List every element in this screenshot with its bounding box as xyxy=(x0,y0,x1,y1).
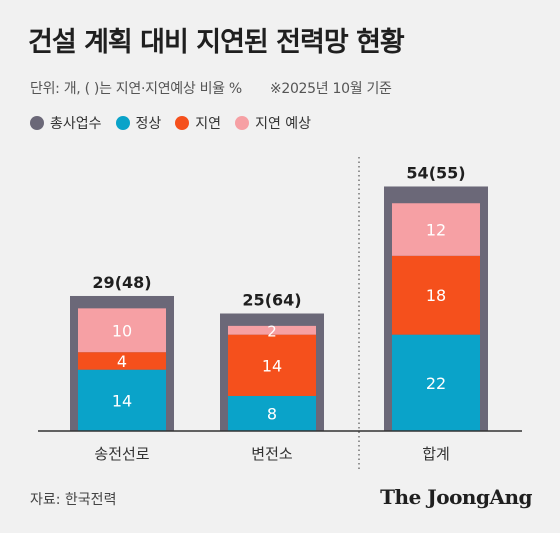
legend-item-total: 총사업수 xyxy=(30,113,102,133)
reference-date-note: ※2025년 10월 기준 xyxy=(269,81,392,97)
legend-label-expected-delay: 지연 예상 xyxy=(255,116,312,132)
unit-note: 단위: 개, ( )는 지연·지연예상 비율 % xyxy=(30,81,242,97)
data-label-delay-2: 18 xyxy=(426,286,446,305)
category-label-0: 송전선로 xyxy=(94,445,149,463)
bar-segment-normal-1 xyxy=(228,395,316,431)
bar-segment-expected_delay-1 xyxy=(228,325,316,335)
legend-item-normal: 정상 xyxy=(115,113,162,133)
legend-swatch-normal xyxy=(115,116,130,130)
legend-label-normal: 정상 xyxy=(135,116,162,132)
total-label-1: 25(64) xyxy=(242,291,301,310)
brand-logo: The JoongAng xyxy=(380,485,532,509)
legend-swatch-delay xyxy=(175,116,190,130)
legend: 총사업수 정상 지연 지연 예상 xyxy=(30,113,325,133)
data-label-delay-1: 14 xyxy=(262,356,282,375)
bar-segment-delay-1 xyxy=(228,334,316,396)
chart-title: 건설 계획 대비 지연된 전력망 현황 xyxy=(28,27,405,58)
data-label-expected_delay-0: 10 xyxy=(112,321,132,340)
legend-item-expected-delay: 지연 예상 xyxy=(235,113,311,133)
bar-segment-normal-0 xyxy=(78,369,166,431)
source-note: 자료: 한국전력 xyxy=(30,492,117,508)
bar-segment-expected_delay-0 xyxy=(78,308,166,353)
bar-segment-expected_delay-2 xyxy=(392,203,480,256)
legend-swatch-expected-delay xyxy=(235,116,250,130)
category-label-2: 합계 xyxy=(422,445,450,463)
category-label-1: 변전소 xyxy=(251,445,293,463)
total-label-2: 54(55) xyxy=(406,163,465,182)
data-label-normal-2: 22 xyxy=(426,374,446,393)
total-label-0: 29(48) xyxy=(92,273,151,292)
data-label-normal-1: 8 xyxy=(267,404,277,423)
legend-label-total: 총사업수 xyxy=(50,116,102,132)
data-label-expected_delay-2: 12 xyxy=(426,221,446,240)
bar-segment-delay-2 xyxy=(392,255,480,335)
legend-item-delay: 지연 xyxy=(175,113,221,133)
bar-segment-delay-0 xyxy=(78,352,166,370)
data-label-expected_delay-1: 2 xyxy=(267,322,277,340)
data-label-normal-0: 14 xyxy=(112,391,132,410)
chart-subtitle: 단위: 개, ( )는 지연·지연예상 비율 % ※2025년 10월 기준 xyxy=(30,78,392,98)
bar-segment-normal-2 xyxy=(392,334,480,431)
data-label-delay-0: 4 xyxy=(117,352,127,371)
legend-label-delay: 지연 xyxy=(195,116,222,132)
legend-swatch-total xyxy=(30,116,44,130)
